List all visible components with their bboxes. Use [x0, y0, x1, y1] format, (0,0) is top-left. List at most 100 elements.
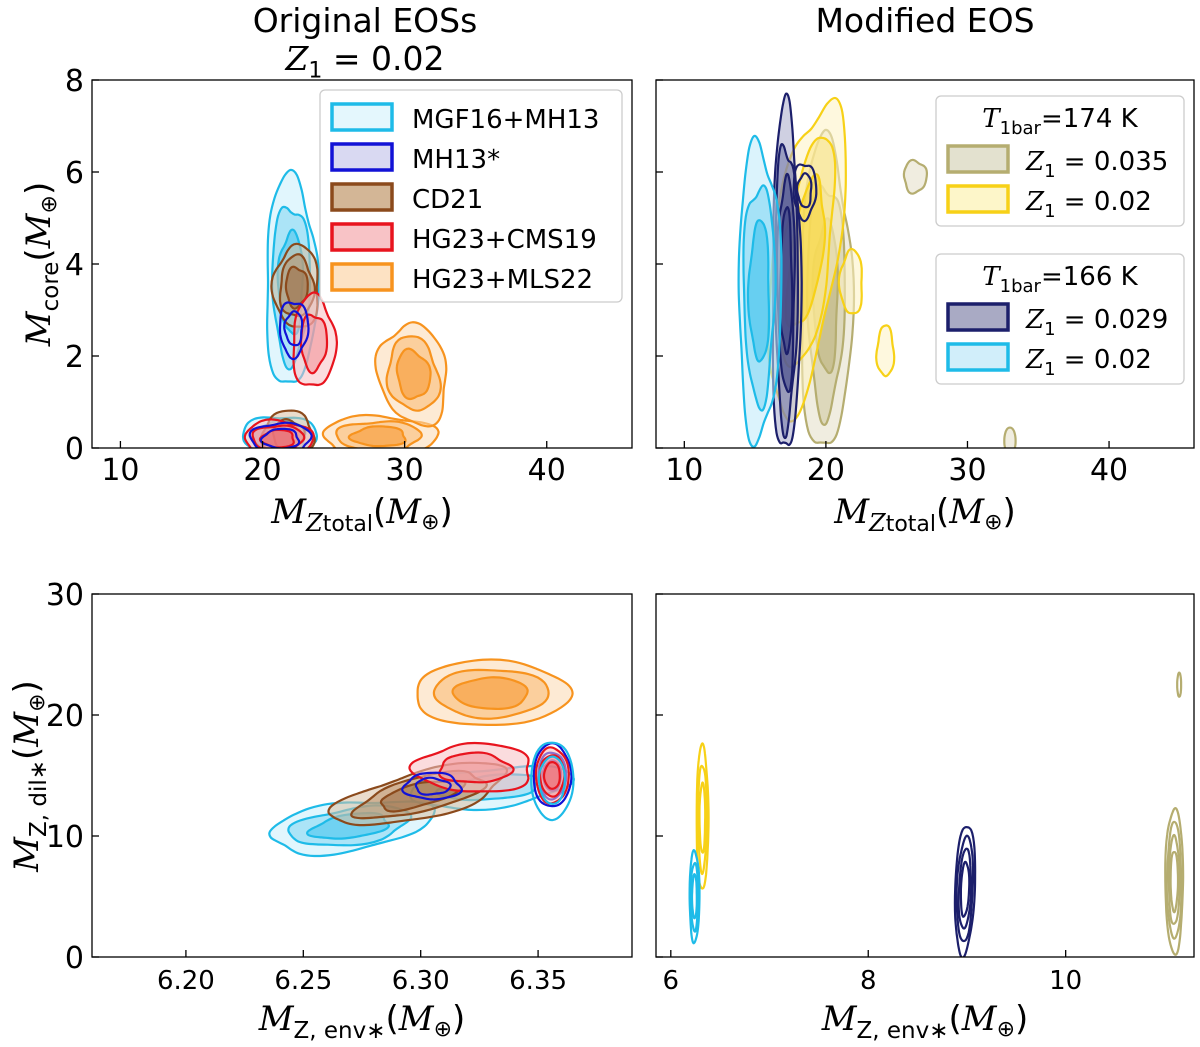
contour-blue-level [401, 771, 464, 801]
contour-olive [1176, 671, 1183, 698]
axes-frame [91, 593, 633, 958]
label-m: M [7, 711, 47, 748]
contour-navy-level [953, 826, 977, 957]
contour-yellow-level [837, 247, 863, 315]
legend-var: Z [1025, 305, 1045, 335]
contour-olive-level [1165, 820, 1183, 940]
title-z1-line: Z1 = 0.02 [285, 39, 445, 84]
x-tick-label: 20 [243, 453, 281, 488]
label-m: M [7, 836, 47, 873]
label-oplus: ⊕ [37, 195, 62, 213]
legend-swatch [330, 222, 394, 252]
contour-orange [374, 321, 448, 428]
contour-orange-level [395, 347, 432, 401]
label-paren: ) [440, 492, 453, 532]
label-paren: ( [19, 248, 59, 261]
legend-title-sub: 1bar [1000, 276, 1042, 297]
label-paren: ( [386, 999, 399, 1039]
x-tick-label: 10 [665, 453, 703, 488]
label-z: Z [305, 509, 324, 537]
label-m: M [398, 999, 435, 1039]
x-tick-label: 30 [386, 453, 424, 488]
contour-navy [953, 826, 977, 957]
axes-frame [655, 593, 1195, 958]
legend-swatch [946, 342, 1010, 372]
label-total: total [323, 512, 373, 537]
y-axis-label: MZ, dil∗(M⊕) [7, 680, 52, 873]
contour-olive [902, 158, 929, 195]
contour-navy-level [955, 834, 975, 943]
x-tick-label: 6.35 [509, 966, 567, 996]
legend-swatch [946, 184, 1010, 214]
contour-orange-level [347, 425, 407, 448]
contour-blue [401, 771, 464, 801]
x-tick-label: 8 [860, 966, 877, 996]
contour-yellow-level [875, 324, 896, 378]
x-axis-label: MZtotal(M⊕) [833, 492, 1016, 537]
label-oplus: ⊕ [997, 1017, 1015, 1042]
label-m: M [258, 999, 295, 1039]
label-paren: ( [949, 999, 962, 1039]
contour-cyan2 [688, 849, 701, 945]
legends: MGF16+MH13 MH13* CD21 HG23+CMS19 HG23+MLS22 T… [319, 89, 1185, 385]
label-m: M [19, 212, 59, 249]
legend-label: Z1 = 0.029 [1025, 305, 1168, 340]
contour-blue-level [414, 776, 452, 796]
label-m: M [961, 999, 998, 1039]
label-zdil: Z, dil∗ [26, 760, 52, 837]
x-tick-label: 30 [948, 453, 986, 488]
legend-label: Z1 = 0.02 [1025, 187, 1152, 222]
x-tick-label: 40 [528, 453, 566, 488]
legend-sub: 1 [1044, 201, 1055, 222]
contour-olive [1003, 426, 1017, 448]
contour-cyan2-level [746, 219, 771, 363]
contour-olive-level [902, 158, 929, 195]
contour-olive-level [1176, 671, 1183, 698]
contour-yellow-level [695, 742, 710, 890]
legend-val: = 0.02 [1056, 187, 1152, 217]
x-tick-label: 6.20 [157, 966, 215, 996]
y-tick-label: 6 [65, 156, 84, 191]
label-paren: ) [7, 680, 47, 693]
contour-cyan2 [737, 134, 783, 448]
y-axis-label: Mcore(M⊕) [19, 182, 64, 347]
legend-val: = 0.035 [1056, 147, 1169, 177]
label-oplus: ⊕ [434, 1017, 452, 1042]
x-axis-label: MZ, env∗(M⊕) [258, 999, 466, 1044]
contour-cyan [530, 741, 575, 822]
y-tick-label: 8 [65, 64, 84, 99]
label-z: Z [868, 509, 887, 537]
label-paren: ( [373, 492, 386, 532]
label-oplus: ⊕ [984, 510, 1002, 535]
contour-navy-level [792, 163, 818, 223]
contour-navy-level [959, 860, 971, 918]
contour-blue-level [283, 310, 304, 347]
legend-label: MH13* [412, 145, 500, 175]
y-tick-label: 10 [46, 820, 84, 855]
legend-label: MGF16+MH13 [412, 105, 599, 135]
contour-olive-level [1167, 833, 1181, 925]
contour-navy-level [957, 847, 973, 930]
legend-label: HG23+MLS22 [412, 265, 593, 295]
legend-swatch [330, 182, 394, 212]
legend-title-var: T [982, 262, 1001, 292]
contour-red-level [542, 760, 561, 790]
contour-blue-level [278, 301, 310, 361]
contour-cyan2-level [690, 873, 698, 920]
legend-var: Z [1025, 187, 1045, 217]
contour-red-level [258, 428, 295, 448]
legend-swatch [330, 262, 394, 292]
label-paren: ( [936, 492, 949, 532]
axis-labels: MZtotal(M⊕) MZtotal(M⊕)MZ, env∗(M⊕) MZ, en… [7, 182, 1028, 1044]
contour-olive-level [1169, 850, 1180, 914]
x-tick-label: 40 [1090, 453, 1128, 488]
axes-frames [91, 79, 1195, 958]
legend-title-sub: 1bar [1000, 118, 1042, 139]
y-tick-label: 0 [65, 941, 84, 976]
legend-var: Z [1025, 147, 1045, 177]
contour-yellow [695, 742, 710, 890]
label-paren: ) [1015, 999, 1028, 1039]
label-m: M [821, 999, 858, 1039]
contour-olive-level [1003, 426, 1017, 448]
legend-swatch [330, 102, 394, 132]
